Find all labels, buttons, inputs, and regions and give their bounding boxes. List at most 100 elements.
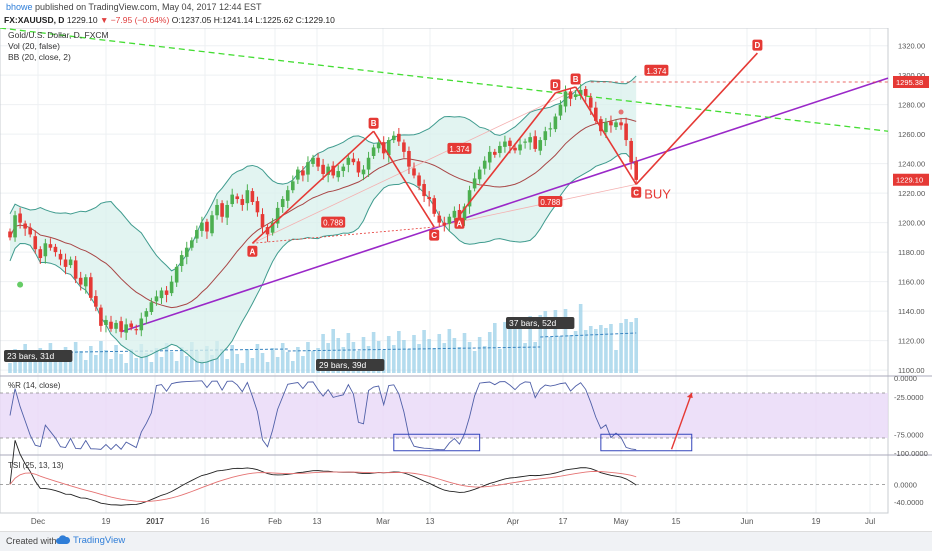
candle-body[interactable] — [412, 168, 416, 176]
candle-body[interactable] — [331, 165, 335, 176]
candle-body[interactable] — [179, 255, 184, 266]
candle-body[interactable] — [386, 140, 391, 156]
candle-body[interactable] — [83, 277, 88, 287]
candle-body[interactable] — [270, 222, 275, 233]
candle-body[interactable] — [109, 321, 113, 329]
candle-body[interactable] — [8, 231, 12, 238]
candle-body[interactable] — [124, 324, 128, 333]
candle-body[interactable] — [215, 204, 219, 216]
publisher-name[interactable]: bhowe — [6, 2, 33, 12]
candle-body[interactable] — [265, 227, 270, 235]
pattern-point-marker[interactable] — [752, 39, 763, 51]
candle-body[interactable] — [513, 147, 517, 151]
candle-body[interactable] — [63, 259, 68, 267]
candle-body[interactable] — [58, 253, 63, 260]
candle-body[interactable] — [563, 91, 568, 107]
candle-body[interactable] — [366, 157, 371, 170]
candle-body[interactable] — [48, 244, 53, 248]
candle-body[interactable] — [361, 169, 366, 175]
candle-body[interactable] — [452, 210, 457, 218]
pattern-point-marker[interactable] — [454, 217, 465, 229]
candle-body[interactable] — [538, 140, 543, 151]
candle-body[interactable] — [634, 161, 638, 180]
candle-body[interactable] — [250, 191, 255, 202]
pattern-point-marker[interactable] — [550, 79, 561, 91]
candle-body[interactable] — [119, 321, 123, 332]
candle-body[interactable] — [326, 166, 330, 175]
candle-body[interactable] — [114, 322, 118, 329]
candle-body[interactable] — [260, 214, 265, 228]
candle-body[interactable] — [407, 150, 411, 167]
candle-body[interactable] — [518, 144, 522, 151]
candle-body[interactable] — [144, 311, 149, 317]
candle-body[interactable] — [285, 190, 290, 201]
candle-body[interactable] — [427, 196, 431, 200]
candle-body[interactable] — [553, 116, 558, 130]
candle-body[interactable] — [472, 178, 477, 189]
candle-body[interactable] — [301, 170, 305, 176]
pattern-point-marker[interactable] — [247, 245, 258, 257]
candle-body[interactable] — [397, 133, 401, 142]
candle-body[interactable] — [291, 181, 295, 191]
candle-body[interactable] — [174, 266, 179, 283]
candle-body[interactable] — [210, 215, 214, 234]
candle-body[interactable] — [604, 122, 608, 133]
candle-body[interactable] — [573, 94, 578, 98]
candle-body[interactable] — [437, 215, 442, 223]
candle-body[interactable] — [392, 135, 396, 141]
candle-body[interactable] — [296, 169, 300, 180]
candle-body[interactable] — [548, 128, 553, 130]
candle-body[interactable] — [316, 157, 320, 167]
candle-body[interactable] — [578, 89, 583, 96]
candle-body[interactable] — [477, 169, 482, 180]
candle-body[interactable] — [523, 141, 527, 143]
candle-body[interactable] — [94, 296, 98, 307]
candle-body[interactable] — [240, 199, 245, 205]
candle-body[interactable] — [417, 175, 421, 186]
candle-body[interactable] — [104, 319, 108, 325]
candle-body[interactable] — [568, 91, 573, 99]
candle-body[interactable] — [351, 158, 356, 163]
candle-body[interactable] — [583, 89, 588, 96]
candle-body[interactable] — [28, 227, 32, 235]
candle-body[interactable] — [493, 151, 497, 155]
candle-body[interactable] — [23, 223, 27, 229]
pattern-point-marker[interactable] — [368, 117, 379, 129]
candle-body[interactable] — [280, 199, 285, 208]
candle-body[interactable] — [275, 207, 280, 224]
candle-body[interactable] — [184, 247, 189, 257]
candle-body[interactable] — [629, 140, 633, 163]
candle-body[interactable] — [38, 249, 43, 259]
candle-body[interactable] — [78, 277, 83, 285]
candle-body[interactable] — [346, 157, 351, 165]
pattern-point-marker[interactable] — [429, 229, 440, 241]
candle-body[interactable] — [482, 160, 487, 169]
candle-body[interactable] — [528, 137, 532, 143]
candle-body[interactable] — [53, 246, 58, 253]
candle-body[interactable] — [447, 216, 452, 224]
candle-body[interactable] — [371, 147, 376, 156]
candle-body[interactable] — [487, 151, 492, 163]
candle-body[interactable] — [159, 290, 164, 299]
candle-body[interactable] — [467, 190, 472, 207]
pattern-point-marker[interactable] — [631, 186, 642, 198]
candle-body[interactable] — [205, 221, 209, 232]
candle-body[interactable] — [402, 142, 406, 152]
candle-body[interactable] — [508, 140, 512, 146]
candle-body[interactable] — [498, 145, 502, 154]
candle-body[interactable] — [68, 259, 73, 266]
candle-body[interactable] — [43, 243, 48, 257]
candle-body[interactable] — [190, 240, 194, 248]
candle-body[interactable] — [235, 196, 240, 200]
candle-body[interactable] — [18, 213, 22, 223]
candle-body[interactable] — [139, 318, 144, 331]
candle-body[interactable] — [306, 162, 310, 175]
candle-body[interactable] — [588, 97, 593, 108]
candle-body[interactable] — [624, 123, 628, 141]
candle-body[interactable] — [195, 230, 199, 239]
candle-body[interactable] — [220, 203, 224, 217]
candle-body[interactable] — [356, 161, 361, 173]
pattern-point-marker[interactable] — [570, 73, 581, 85]
candle-body[interactable] — [13, 215, 17, 238]
candle-body[interactable] — [33, 236, 38, 250]
